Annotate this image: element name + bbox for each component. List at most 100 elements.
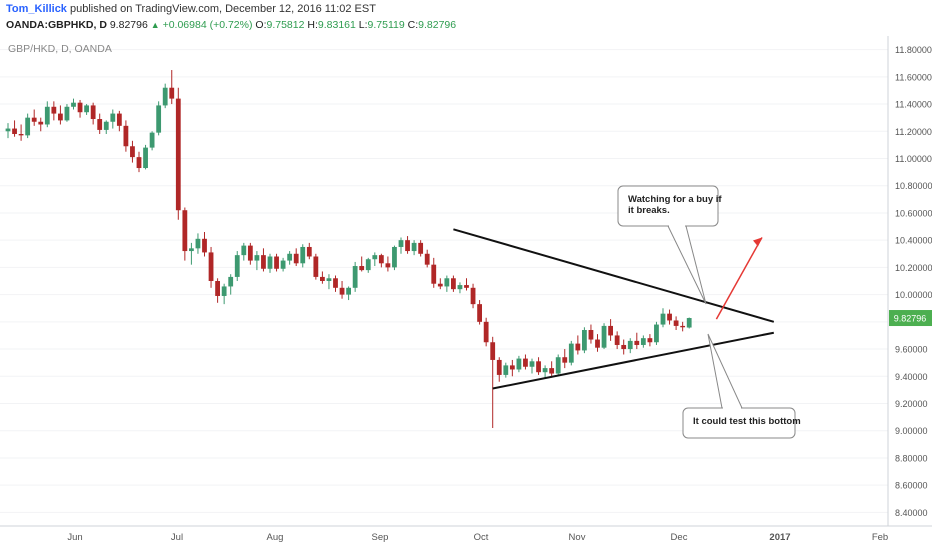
candle-body xyxy=(424,253,430,265)
candle-body xyxy=(470,287,476,305)
candle-body xyxy=(241,245,247,256)
candle-body xyxy=(58,113,63,121)
candle-body xyxy=(195,238,201,249)
high-value: 9.83161 xyxy=(317,19,356,31)
candle-body xyxy=(149,132,155,148)
candle-body xyxy=(372,255,378,260)
candle-body xyxy=(496,359,502,375)
candle-body xyxy=(431,264,437,284)
candle-body xyxy=(64,106,70,121)
candle-body xyxy=(490,342,496,360)
price-tick-label: 9.40000 xyxy=(895,372,928,382)
candle-body xyxy=(601,325,607,348)
candle-body xyxy=(477,304,482,322)
price-tick-label: 8.80000 xyxy=(895,453,928,463)
candle-body xyxy=(575,343,581,351)
time-axis[interactable]: Jun Jul Aug Sep Oct Nov Dec 2017 Feb xyxy=(67,532,888,543)
candle-body xyxy=(451,278,456,290)
candlestick-chart[interactable]: GBP/HKD, D, OANDA Watching for a buy ifi… xyxy=(0,36,932,550)
candle-body xyxy=(77,102,83,113)
chart-title: GBP/HKD, D, OANDA xyxy=(8,43,112,55)
candle-body xyxy=(595,339,600,348)
candle-body xyxy=(516,358,522,370)
ohlc-legend: OANDA:GBPHKD, D 9.82796 ▲ +0.06984 (+0.7… xyxy=(6,19,456,31)
candle-body xyxy=(346,287,351,295)
candle-body xyxy=(667,313,672,321)
symbol-label: OANDA:GBPHKD, D xyxy=(6,19,107,31)
candle-body xyxy=(221,286,227,296)
candle-body xyxy=(686,318,692,328)
candle-body xyxy=(608,325,613,336)
price-badge-bg xyxy=(889,310,932,327)
candle-body xyxy=(175,98,181,211)
price-change: +0.06984 (+0.72%) xyxy=(162,19,253,31)
candle-body xyxy=(208,252,214,281)
candle-body xyxy=(654,324,659,343)
candle-body xyxy=(143,147,148,169)
arrow-head-icon xyxy=(753,237,762,247)
low-label: L: xyxy=(358,19,368,31)
candle-body xyxy=(202,238,207,253)
time-tick-label: 2017 xyxy=(769,532,790,543)
candle-body xyxy=(25,117,31,136)
candle-body xyxy=(5,128,11,132)
candle-body xyxy=(627,340,633,350)
candle-body xyxy=(44,106,50,125)
time-tick-label: Nov xyxy=(569,532,586,543)
price-tick-label: 9.60000 xyxy=(895,345,928,355)
candle-body xyxy=(562,357,568,363)
bottom-note-text: It could test this bottom xyxy=(693,416,801,427)
price-tick-label: 10.80000 xyxy=(895,181,932,191)
support-trendline[interactable] xyxy=(492,331,774,390)
candle-body xyxy=(116,113,122,126)
candle-body xyxy=(647,338,653,343)
candle-body xyxy=(509,365,515,370)
breakout-arrow[interactable] xyxy=(715,237,763,320)
candle-body xyxy=(313,256,319,277)
buy-note-text: Watching for a buy if xyxy=(628,194,722,205)
candle-body xyxy=(293,253,299,264)
candle-body xyxy=(464,285,469,288)
candle-body xyxy=(71,102,76,107)
candle-body xyxy=(320,276,325,281)
close-label: C: xyxy=(407,19,419,31)
candle-body xyxy=(182,210,188,252)
open-value: 9.75812 xyxy=(266,19,305,31)
candle-body xyxy=(640,338,646,345)
up-arrow-icon: ▲ xyxy=(150,20,160,30)
candle-body xyxy=(306,246,312,257)
candle-body xyxy=(437,283,443,287)
candle-body xyxy=(339,287,345,295)
candle-body xyxy=(18,134,24,136)
publish-info: Tom_Killick published on TradingView.com… xyxy=(6,3,376,15)
candle-body xyxy=(254,255,260,261)
candle-body xyxy=(162,87,168,106)
time-tick-label: Aug xyxy=(267,532,284,543)
buy-note-box[interactable] xyxy=(617,185,719,227)
candle-body xyxy=(97,119,103,130)
candle-body xyxy=(333,278,338,288)
candle-body xyxy=(12,128,17,134)
price-tick-label: 10.40000 xyxy=(895,236,932,246)
buy-note-text: it breaks. xyxy=(628,205,670,216)
time-tick-label: Jun xyxy=(67,532,82,543)
candle-body xyxy=(300,246,306,264)
candle-body xyxy=(31,117,37,122)
candle-body xyxy=(614,335,620,345)
candle-body xyxy=(523,358,528,367)
candle-body xyxy=(136,157,142,169)
candle-body xyxy=(280,260,286,269)
chart-area[interactable]: GBP/HKD, D, OANDA Watching for a buy if i… xyxy=(0,36,932,550)
candle-body xyxy=(444,278,450,287)
candle-body xyxy=(123,125,129,147)
resistance-trendline[interactable] xyxy=(453,228,775,323)
high-label: H: xyxy=(307,19,318,31)
time-tick-label: Feb xyxy=(872,532,888,543)
time-tick-label: Dec xyxy=(671,532,688,543)
price-tick-label: 11.80000 xyxy=(895,45,932,55)
author-link[interactable]: Tom_Killick xyxy=(6,3,67,15)
trendlines[interactable] xyxy=(453,228,775,390)
candle-body xyxy=(660,313,666,325)
price-tick-label: 8.60000 xyxy=(895,481,928,491)
